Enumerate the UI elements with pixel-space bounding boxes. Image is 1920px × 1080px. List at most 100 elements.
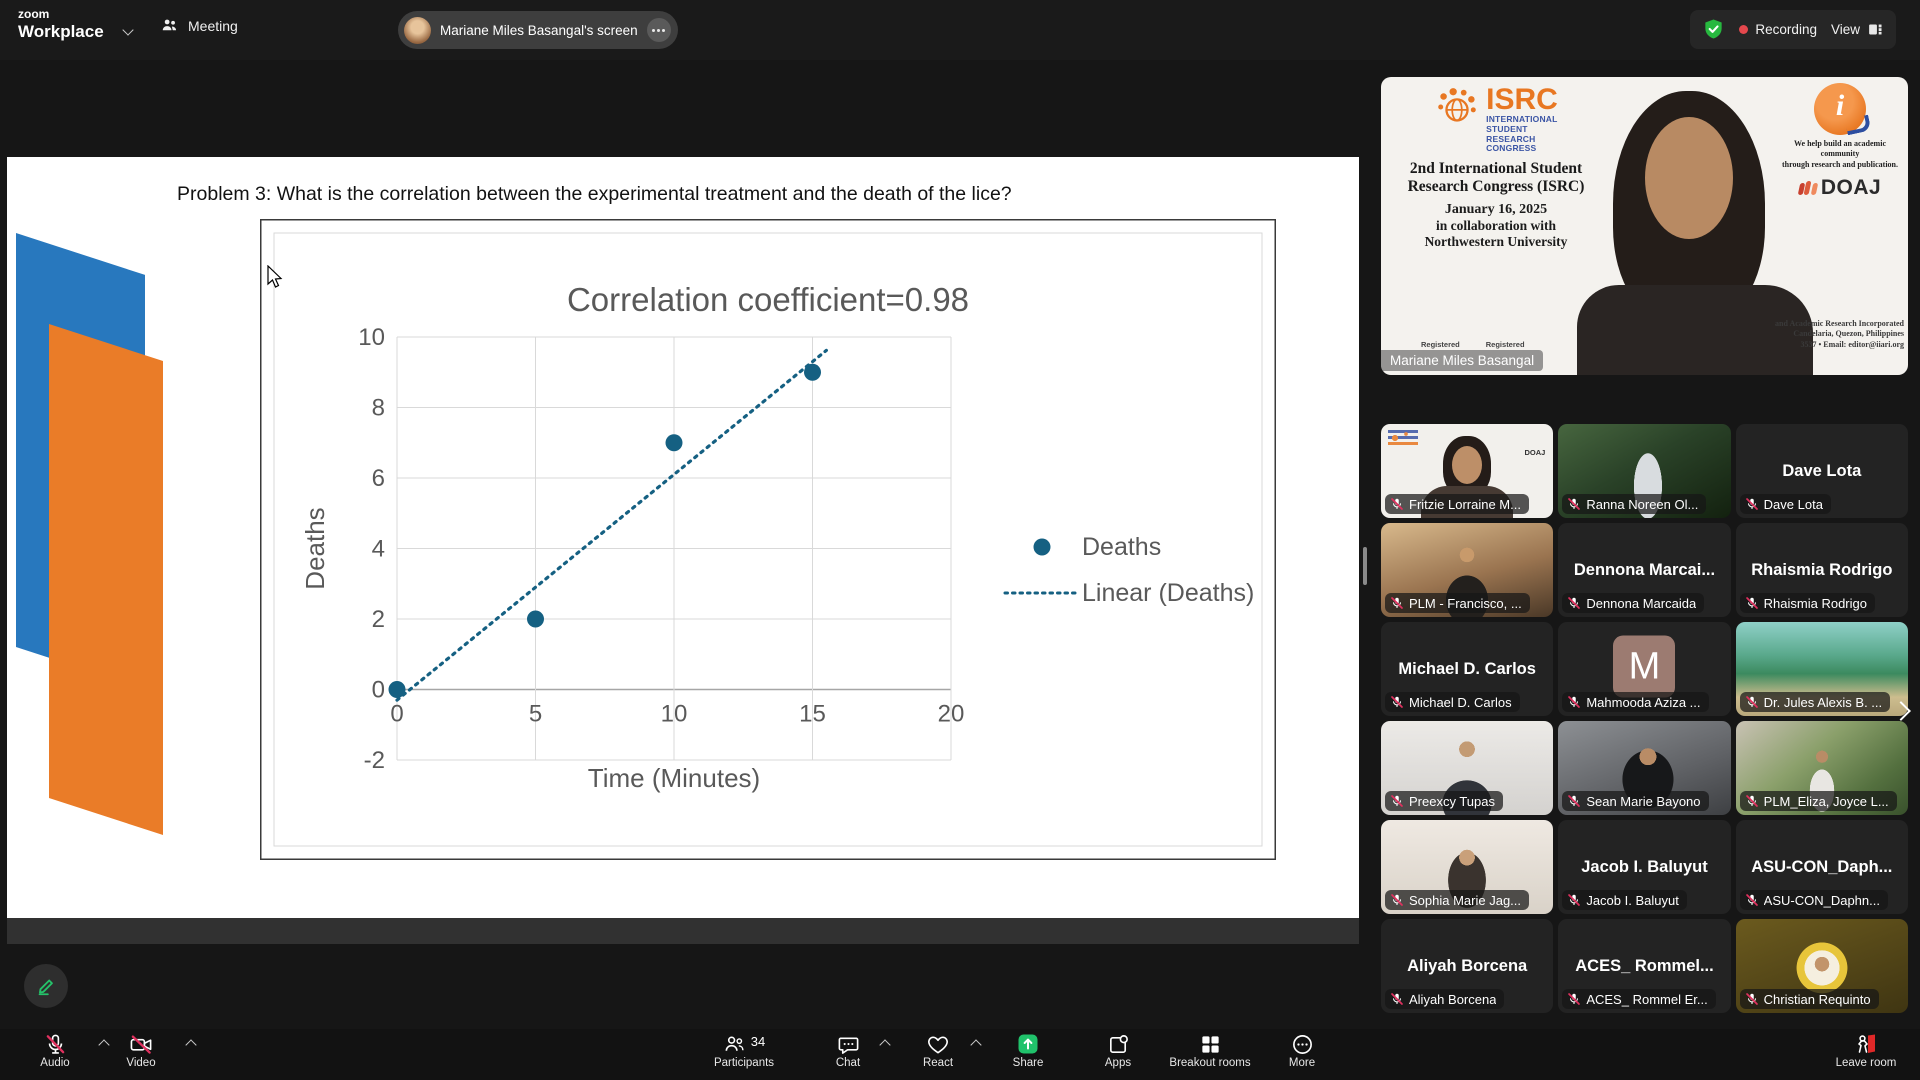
scatter-chart: Correlation coefficient=0.98 -2 0 2 4 6 8 10 0 5 1… [260,219,1276,860]
brand-workplace: Workplace [18,22,104,41]
doaj-logo: DOAJ [1776,176,1904,200]
chat-button[interactable]: Chat [818,1032,891,1069]
more-button[interactable]: More [1272,1032,1332,1069]
isrc-wordmark: ISRC [1486,83,1558,116]
shared-screen-slide: Problem 3: What is the correlation betwe… [7,157,1359,918]
participant-display-name: Dave Lota [1782,461,1862,480]
react-button[interactable]: React [908,1032,982,1069]
recording-dot-icon [1739,25,1749,34]
microphone-muted-icon [46,1034,64,1054]
registered-badges: Registered Registered [1421,340,1525,349]
screen-share-label: Mariane Miles Basangal's screen [440,22,638,38]
muted-mic-icon [1568,597,1581,609]
participant-name-label: Mahmooda Aziza ... [1562,692,1709,712]
svg-text:20: 20 [938,701,965,728]
doaj-wordmark: DOAJ [1820,176,1882,200]
participant-display-name: Aliyah Borcena [1407,956,1528,975]
video-options-chevron[interactable] [184,1039,197,1051]
participant-tile[interactable]: Fritzie Lorraine M... [1381,424,1554,518]
top-bar: zoom Workplace Meeting Mariane Miles Bas… [0,0,1920,60]
congress-date: January 16, 2025 [1444,201,1548,217]
participant-tile[interactable]: Preexcy Tupas [1381,721,1554,815]
leave-room-button[interactable]: Leave room [1826,1032,1906,1069]
participant-tile[interactable]: Dr. Jules Alexis B. ... [1735,622,1908,716]
view-button[interactable]: View [1831,21,1884,38]
muted-mic-icon [1745,795,1758,807]
next-page-button[interactable] [1886,694,1916,728]
slide-problem-text: Problem 3: What is the correlation betwe… [177,183,1012,205]
participant-tile[interactable]: Dave Lota Dave Lota [1735,424,1908,518]
apps-button[interactable]: Apps [1088,1032,1148,1069]
participant-tile[interactable]: Rhaismia Rodrigo Rhaismia Rodrigo [1735,523,1908,617]
speaker-name-label: Mariane Miles Basangal [1381,350,1544,371]
isrc-sub-line: RESEARCH [1486,133,1536,144]
iiari-footer-text: and Academic Research Incorporated Cande… [1775,318,1904,350]
participant-tile[interactable]: Sean Marie Bayono [1558,721,1731,815]
share-button[interactable]: Share [998,1032,1058,1069]
participant-display-name: ACES_ Rommel... [1575,956,1714,975]
svg-text:10: 10 [661,701,688,728]
svg-text:Linear (Deaths): Linear (Deaths) [1082,579,1254,607]
muted-mic-icon [1391,795,1403,807]
congress-title: Research Congress (ISRC) [1407,177,1585,195]
apps-icon [1109,1035,1128,1053]
participant-name-label: Sophia Marie Jag... [1385,890,1530,910]
participant-name-label: Dr. Jules Alexis B. ... [1739,692,1891,712]
video-button[interactable]: Video [104,1032,197,1069]
participant-tile[interactable]: Sophia Marie Jag... [1381,820,1554,914]
participant-tile[interactable]: M Mahmooda Aziza ... [1558,622,1731,716]
participant-tile[interactable]: Dennona Marcai... Dennona Marcaida [1558,523,1731,617]
participant-name-label: PLM - Francisco, ... [1385,593,1530,613]
panel-resize-handle[interactable] [1363,547,1367,585]
participant-name-label: Sean Marie Bayono [1562,791,1709,811]
participant-grid: Fritzie Lorraine M... Ranna Noreen Ol... D… [1381,424,1908,1014]
participant-tile[interactable]: Aliyah Borcena Aliyah Borcena [1381,919,1554,1013]
layout-view-icon [1869,24,1882,35]
recording-indicator[interactable]: Recording [1739,22,1817,37]
participants-button[interactable]: 34 Participants [713,1034,775,1069]
active-speaker-video[interactable]: ISRC INTERNATIONAL STUDENT RESEARCH CONG… [1381,77,1908,375]
muted-mic-icon [1745,597,1758,609]
participant-name-label: Ranna Noreen Ol... [1562,494,1707,514]
participant-name-label: ACES_ Rommel Er... [1562,989,1716,1009]
screen-share-pill[interactable]: Mariane Miles Basangal's screen [398,11,678,49]
svg-text:10: 10 [358,324,385,351]
chat-options-chevron[interactable] [878,1039,891,1051]
participant-tile[interactable]: Michael D. Carlos Michael D. Carlos [1381,622,1554,716]
zoom-workplace-logo: zoom Workplace [18,8,104,40]
participant-name-label: Dennona Marcaida [1562,593,1705,613]
view-label: View [1830,22,1860,37]
participant-tile[interactable]: ASU-CON_Daph... ASU-CON_Daphn... [1735,820,1908,914]
svg-text:0: 0 [390,701,403,728]
annotate-button[interactable] [24,964,68,1008]
iiari-tagline: We help build an academic community [1793,139,1886,159]
react-options-chevron[interactable] [970,1039,982,1051]
participant-tile[interactable]: Jacob I. Baluyut Jacob I. Baluyut [1558,820,1731,914]
participant-name-label: Jacob I. Baluyut [1562,890,1687,910]
arrow-icon [1844,114,1872,136]
security-shield-icon[interactable] [1702,18,1725,41]
participant-tile[interactable]: Ranna Noreen Ol... [1558,424,1731,518]
muted-mic-icon [1745,498,1758,510]
muted-mic-icon [1568,894,1581,906]
camera-muted-icon [130,1035,151,1054]
muted-mic-icon [1745,993,1758,1005]
chevron-down-icon[interactable] [122,24,134,36]
isrc-sub-line: INTERNATIONAL [1486,114,1558,124]
participant-tile[interactable]: PLM_Eliza, Joyce L... [1735,721,1908,815]
participant-tile[interactable]: Christian Requinto [1735,919,1908,1013]
participant-name-label: Preexcy Tupas [1385,791,1503,811]
audio-button[interactable]: Audio [18,1032,110,1069]
participant-display-name: Jacob I. Baluyut [1581,857,1708,876]
congress-title: 2nd International Student [1409,160,1583,178]
participant-name-label: ASU-CON_Daphn... [1739,890,1888,910]
doaj-flame-icon [1797,181,1819,196]
more-icon [1292,1035,1312,1054]
participants-icon [725,1036,744,1051]
participant-tile[interactable]: ACES_ Rommel... ACES_ Rommel Er... [1558,919,1731,1013]
muted-mic-icon [1391,498,1403,510]
participant-tile[interactable]: PLM - Francisco, ... [1381,523,1554,617]
tab-meeting[interactable]: Meeting [160,16,238,35]
more-options-icon[interactable] [646,18,671,42]
breakout-rooms-button[interactable]: Breakout rooms [1155,1032,1265,1069]
